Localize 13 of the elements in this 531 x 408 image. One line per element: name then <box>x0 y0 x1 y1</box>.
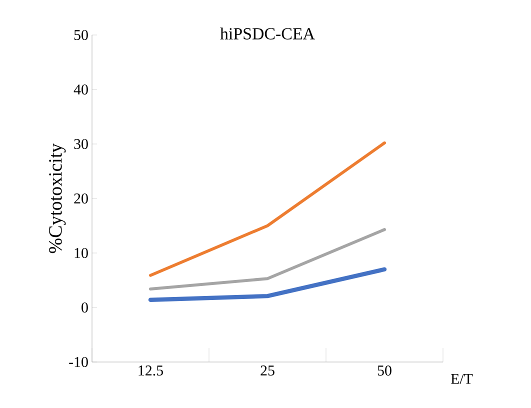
y-tick-label: 30 <box>74 138 88 150</box>
x-axis-title: E/T <box>450 374 473 384</box>
x-tick-label: 25 <box>260 366 274 376</box>
y-tick-label: 20 <box>74 193 88 204</box>
y-tick-label: 0 <box>82 302 88 313</box>
y-axis-title: %Cytotoxicity <box>49 143 66 254</box>
chart-title: hiPSDC-CEA <box>220 28 315 40</box>
x-tick-label: 50 <box>378 366 392 376</box>
y-tick-label: 40 <box>74 84 88 95</box>
x-tick-label: 12.5 <box>138 366 163 376</box>
y-tick-label: 50 <box>74 30 88 40</box>
y-tick-label: -10 <box>69 356 88 368</box>
y-tick-label: 10 <box>74 248 88 258</box>
